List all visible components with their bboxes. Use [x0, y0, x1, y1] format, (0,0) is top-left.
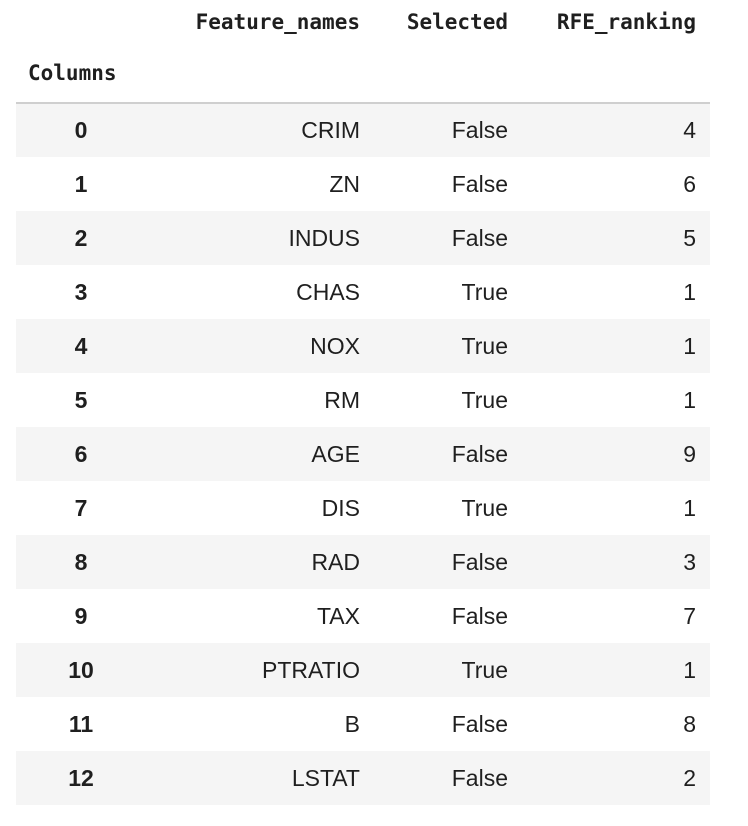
table-row: 0 CRIM False 4 [16, 103, 710, 157]
cell-selected: False [451, 117, 508, 143]
cell-selected: False [451, 170, 508, 197]
row-index: 2 [74, 224, 88, 251]
row-index: 3 [74, 278, 88, 305]
cell-feature-name: NOX [310, 332, 360, 359]
column-header-label: Selected [406, 10, 508, 34]
cell-rfe-ranking: 8 [683, 710, 696, 737]
cell-selected: True [461, 494, 508, 521]
table-row: 5 RM True 1 [16, 373, 710, 427]
table-row: 10 PTRATIO True 1 [16, 643, 710, 697]
cell-feature-name: B [344, 710, 360, 737]
cell-feature-name: ZN [329, 170, 360, 197]
table-row: 11 B False 8 [16, 697, 710, 751]
table-row: 2 INDUS False 5 [16, 211, 710, 265]
index-name-row: Columns [16, 44, 710, 104]
cell-feature-name: INDUS [288, 224, 360, 251]
cell-selected: True [461, 278, 508, 305]
cell-rfe-ranking: 7 [683, 602, 696, 629]
row-index: 4 [74, 332, 88, 359]
row-index: 11 [68, 710, 94, 737]
cell-rfe-ranking: 1 [683, 278, 696, 305]
cell-rfe-ranking: 3 [683, 548, 696, 575]
cell-rfe-ranking: 5 [683, 224, 696, 251]
table-row: 12 LSTAT False 2 [16, 751, 710, 805]
cell-rfe-ranking: 2 [683, 764, 696, 791]
table-row: 6 AGE False 9 [16, 427, 710, 481]
cell-feature-name: LSTAT [291, 764, 360, 791]
cell-rfe-ranking: 1 [683, 656, 696, 683]
cell-feature-name: AGE [311, 440, 360, 467]
cell-feature-name: DIS [321, 494, 360, 521]
table-row: 1 ZN False 6 [16, 157, 710, 211]
cell-rfe-ranking: 4 [683, 117, 696, 143]
cell-feature-name: TAX [316, 602, 360, 629]
cell-rfe-ranking: 6 [683, 170, 696, 197]
cell-feature-name: PTRATIO [262, 656, 360, 683]
cell-selected: False [451, 710, 508, 737]
index-name-spacer [146, 44, 374, 104]
cell-selected: False [451, 440, 508, 467]
row-index: 10 [68, 656, 94, 683]
row-index: 7 [74, 494, 88, 521]
dataframe-table: Feature_names Selected RFE_ranking Colum… [16, 0, 710, 805]
row-index: 1 [74, 170, 88, 197]
row-index: 5 [74, 386, 88, 413]
column-header-label: RFE_ranking [556, 10, 696, 34]
row-index: 6 [74, 440, 88, 467]
table-row: 3 CHAS True 1 [16, 265, 710, 319]
column-header-label: Feature_names [195, 10, 360, 34]
row-index: 8 [74, 548, 88, 575]
table-row: 4 NOX True 1 [16, 319, 710, 373]
cell-rfe-ranking: 9 [683, 440, 696, 467]
cell-selected: False [451, 548, 508, 575]
cell-feature-name: CHAS [296, 278, 360, 305]
column-header-selected: Selected [374, 0, 522, 44]
cell-rfe-ranking: 1 [683, 494, 696, 521]
cell-selected: True [461, 656, 508, 683]
cell-selected: False [451, 602, 508, 629]
cell-feature-name: CRIM [301, 117, 360, 143]
cell-selected: True [461, 332, 508, 359]
row-index: 0 [74, 117, 88, 143]
table-row: 7 DIS True 1 [16, 481, 710, 535]
column-header-row: Feature_names Selected RFE_ranking [16, 0, 710, 44]
table-body: 0 CRIM False 4 1 ZN False 6 2 INDUS False 5 3 CHAS Tru… [16, 103, 710, 805]
cell-selected: False [451, 224, 508, 251]
cell-selected: False [451, 764, 508, 791]
table-row: 9 TAX False 7 [16, 589, 710, 643]
cell-selected: True [461, 386, 508, 413]
index-name: Columns [16, 44, 146, 104]
row-index: 12 [68, 764, 94, 791]
cell-rfe-ranking: 1 [683, 386, 696, 413]
cell-feature-name: RAD [311, 548, 360, 575]
index-name-spacer [374, 44, 522, 104]
table-row: 8 RAD False 3 [16, 535, 710, 589]
column-header-feature-names: Feature_names [146, 0, 374, 44]
row-index: 9 [74, 602, 88, 629]
cell-feature-name: RM [324, 386, 360, 413]
column-header-rfe-ranking: RFE_ranking [522, 0, 710, 44]
index-name-spacer [522, 44, 710, 104]
column-header-blank [16, 0, 146, 44]
cell-rfe-ranking: 1 [683, 332, 696, 359]
